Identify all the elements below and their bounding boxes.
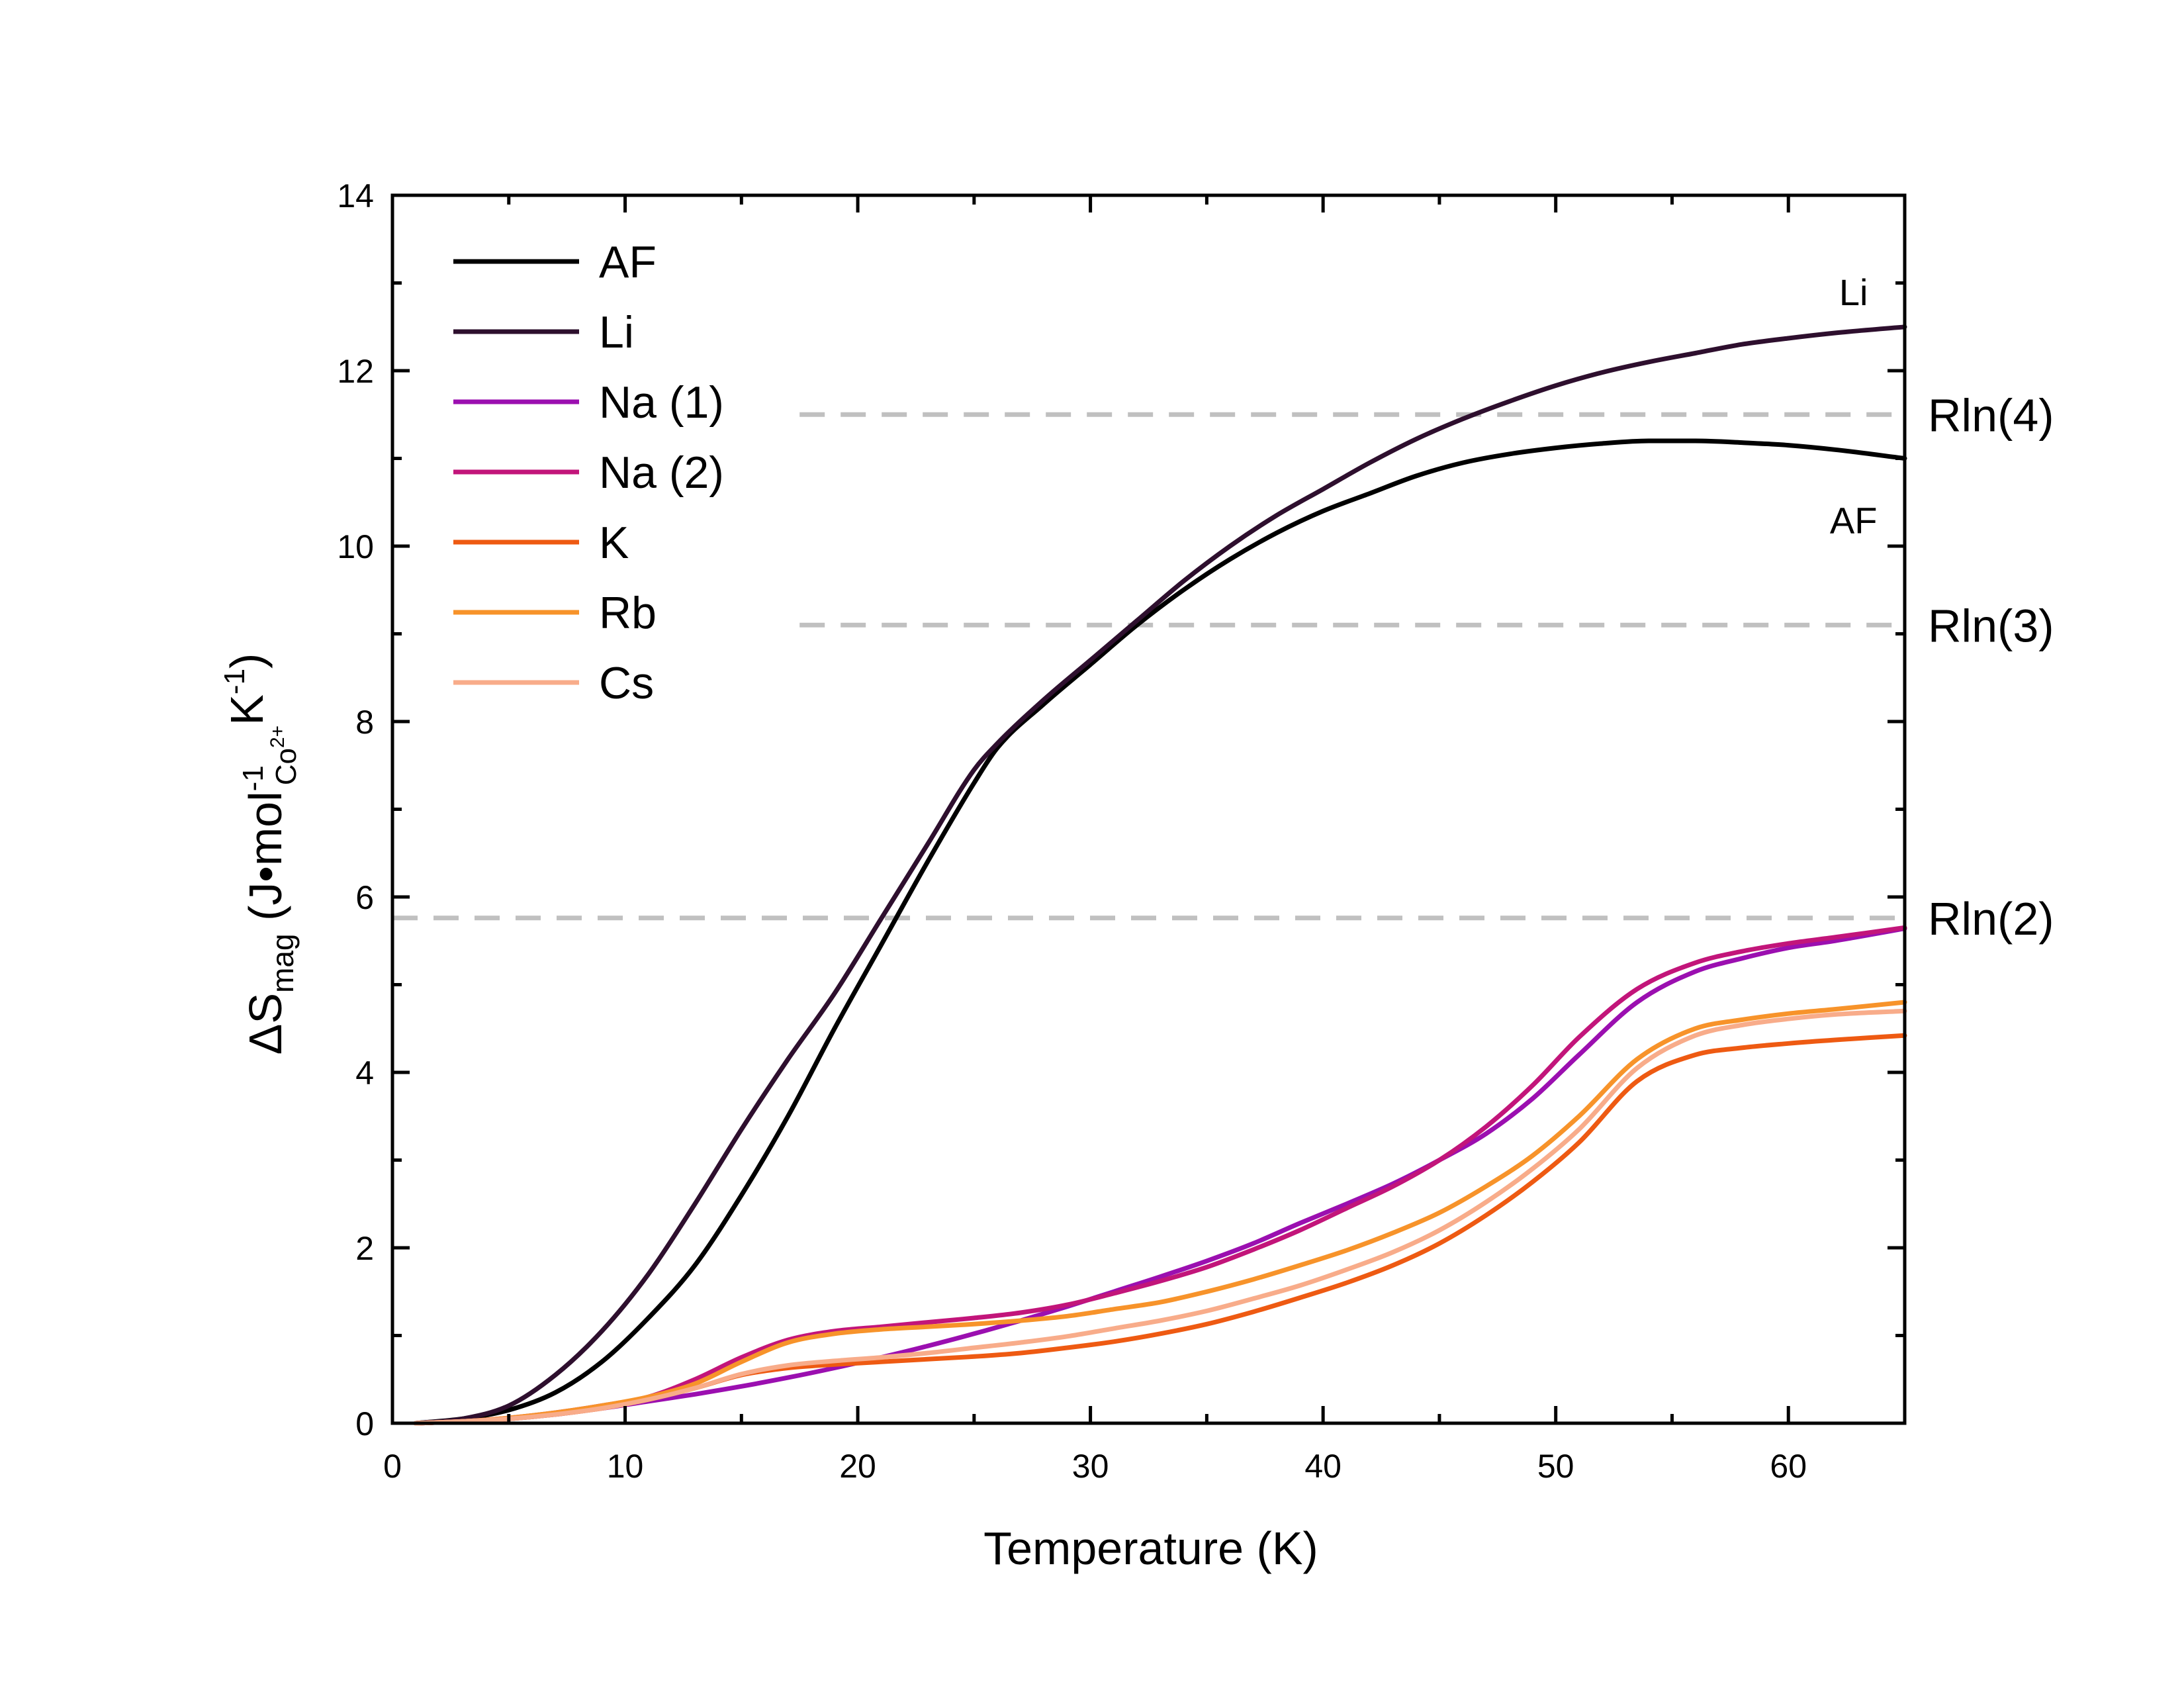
y-title-mol-sub: Co: [270, 748, 302, 785]
reference-label-rln-4: Rln(4): [1928, 389, 2054, 441]
series-lines: [413, 324, 1907, 1426]
y-title-prefix: ΔS: [240, 993, 291, 1055]
y-title-unit-k: K: [221, 694, 273, 726]
series-line-na-2: [413, 925, 1907, 1426]
y-tick-label: 8: [355, 704, 374, 741]
series-line-na-1: [413, 926, 1907, 1426]
series-line-li: [413, 324, 1907, 1426]
y-title-mol-sup: -1: [237, 765, 269, 791]
y-tick-label: 2: [355, 1230, 374, 1267]
x-tick-label: 0: [383, 1448, 402, 1485]
reference-label-rln-2: Rln(2): [1928, 893, 2054, 945]
series-line-k: [413, 1033, 1907, 1426]
legend-label-rb: Rb: [599, 588, 657, 638]
y-title-unit-close: ): [221, 653, 273, 669]
legend-label-af: AF: [599, 237, 657, 287]
x-tick-label: 10: [607, 1448, 644, 1485]
x-axis-ticks: 0 10 20 30 40 50 60: [383, 195, 1807, 1485]
y-tick-label: 12: [337, 353, 374, 390]
x-tick-label: 50: [1537, 1448, 1574, 1485]
y-axis-title: ΔSmag (J•mol-1Co2+K-1): [218, 653, 302, 1055]
y-tick-label: 0: [355, 1405, 374, 1442]
y-tick-label: 4: [355, 1055, 374, 1092]
y-title-mol-sub-sup: 2+: [267, 726, 289, 748]
x-tick-label: 60: [1770, 1448, 1807, 1485]
y-axis-ticks: 0 2 4 6 8 10 12 14: [337, 177, 1905, 1442]
legend-label-k: K: [599, 518, 629, 568]
series-line-af: [413, 438, 1907, 1426]
y-tick-label: 6: [355, 879, 374, 916]
x-axis-title: Temperature (K): [983, 1523, 1318, 1574]
legend-label-na-1: Na (1): [599, 377, 724, 428]
x-tick-label: 20: [839, 1448, 876, 1485]
legend-label-li: Li: [599, 307, 634, 357]
y-title-prefix-sub: mag: [265, 933, 300, 992]
series-line-cs: [413, 1008, 1907, 1426]
curve-labels: Li AF: [1830, 271, 1878, 541]
reference-lines: [392, 412, 1905, 921]
y-title-unit-open: (J•mol: [240, 791, 291, 933]
y-tick-label: 14: [337, 177, 374, 214]
legend: AF Li Na (1) Na (2) K Rb Cs: [453, 237, 724, 708]
y-title-k-sup: -1: [218, 669, 251, 694]
series-line-rb: [413, 1000, 1907, 1426]
reference-line-labels: Rln(4) Rln(3) Rln(2): [1928, 389, 2054, 945]
curve-label-li: Li: [1839, 271, 1868, 313]
curve-label-af: AF: [1830, 499, 1878, 541]
x-tick-label: 30: [1072, 1448, 1109, 1485]
legend-label-na-2: Na (2): [599, 447, 724, 498]
reference-label-rln-3: Rln(3): [1928, 600, 2054, 651]
legend-label-cs: Cs: [599, 658, 654, 708]
x-tick-label: 40: [1304, 1448, 1342, 1485]
y-tick-label: 10: [337, 528, 374, 565]
